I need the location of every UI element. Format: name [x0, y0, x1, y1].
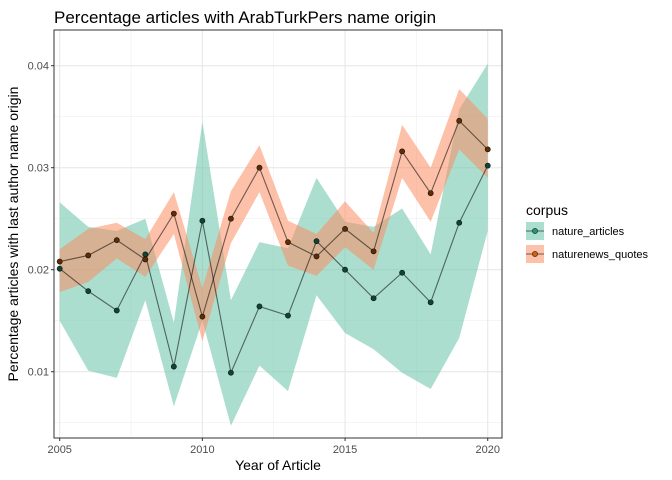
confidence-band-nature_articles — [59, 63, 488, 426]
data-point-overlay — [399, 270, 405, 276]
data-point-overlay — [428, 299, 434, 305]
data-point-overlay — [456, 118, 462, 124]
legend-label-nature_articles: nature_articles — [552, 226, 625, 238]
y-tick-label: 0.03 — [28, 163, 49, 175]
data-point-overlay — [342, 226, 348, 232]
data-point-overlay — [142, 256, 148, 263]
data-point-overlay — [428, 190, 434, 196]
data-point-overlay — [399, 148, 405, 154]
data-point-overlay — [485, 163, 491, 169]
data-point-overlay — [313, 238, 320, 244]
data-point-overlay — [256, 165, 263, 171]
data-point-overlay — [142, 251, 148, 257]
data-point-overlay — [228, 216, 234, 222]
y-tick-label: 0.04 — [28, 61, 49, 73]
legend-key-point — [532, 228, 538, 234]
data-point-overlay — [370, 295, 377, 301]
x-axis: 2005 2010 2015 2020 — [47, 438, 500, 456]
legend-label-naturenews_quotes: naturenews_quotes — [552, 249, 649, 261]
x-tick-label: 2015 — [333, 444, 357, 456]
series-line-nature_articles — [59, 165, 489, 375]
data-point-overlay — [285, 313, 291, 319]
y-axis-title: Percentage articles with last author nam… — [5, 87, 21, 382]
legend: corpus nature_articles naturenews_quotes — [526, 202, 649, 263]
data-point-overlay — [228, 370, 234, 376]
confidence-bands — [59, 63, 488, 426]
data-point-overlay — [114, 237, 120, 243]
data-point-overlay — [199, 314, 205, 320]
x-tick-label: 2010 — [190, 444, 214, 456]
legend-key-point — [532, 251, 538, 257]
data-point-overlay — [256, 303, 263, 310]
data-point-overlay — [114, 307, 120, 314]
chart-title: Percentage articles with ArabTurkPers na… — [54, 8, 436, 27]
data-point-overlay — [171, 364, 177, 370]
x-axis-title: Year of Article — [235, 457, 321, 473]
series-line-naturenews_quotes — [59, 119, 489, 319]
x-tick-label: 2020 — [475, 444, 499, 456]
data-point-overlay — [342, 267, 348, 273]
data-point-overlay — [85, 288, 91, 294]
x-tick-label: 2005 — [47, 444, 71, 456]
data-point-overlay — [199, 218, 205, 224]
legend-title: corpus — [526, 202, 568, 218]
y-axis: 0.01 0.02 0.03 0.04 — [28, 61, 54, 379]
series-lines — [59, 119, 489, 375]
y-tick-label: 0.02 — [28, 265, 49, 277]
y-tick-label: 0.01 — [28, 367, 49, 379]
data-point-overlay — [85, 252, 91, 259]
plot-panel-border — [53, 29, 503, 439]
data-point-overlay — [57, 258, 63, 265]
data-point-overlay — [456, 220, 462, 226]
data-point-overlay — [370, 248, 377, 254]
series-points — [56, 117, 491, 376]
confidence-band-naturenews_quotes — [59, 89, 488, 342]
data-point-overlay — [485, 146, 491, 152]
data-point-overlay — [171, 211, 177, 217]
data-point-overlay — [313, 253, 320, 260]
data-point-overlay — [57, 266, 63, 272]
data-point-overlay — [285, 239, 291, 245]
